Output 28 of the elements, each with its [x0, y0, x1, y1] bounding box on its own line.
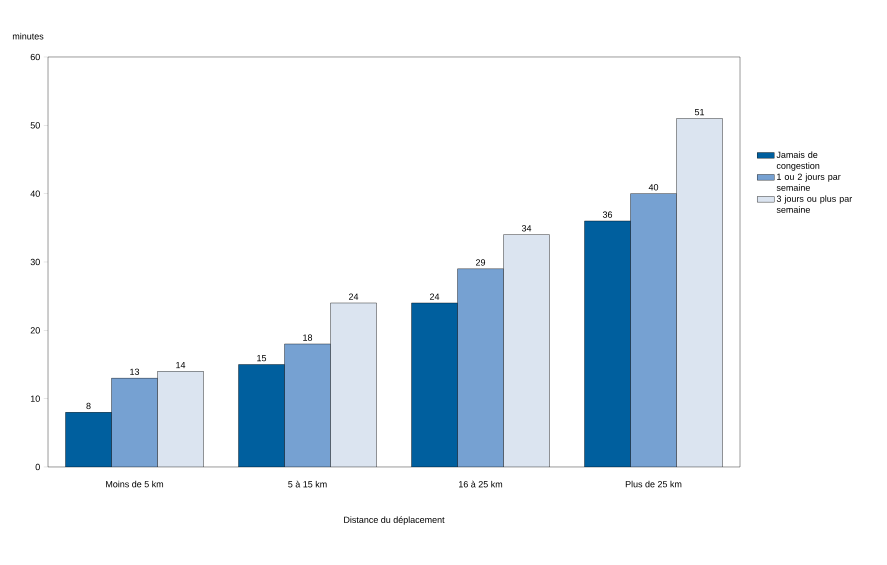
data-label: 36 [602, 211, 612, 218]
x-tick-label: Plus de 25 km [626, 480, 682, 488]
y-axis-title: minutes [12, 32, 44, 40]
x-tick-label: 5 à 15 km [288, 480, 327, 488]
y-tick-label: 30 [30, 258, 40, 266]
data-label: 15 [257, 355, 266, 362]
y-tick-label: 60 [30, 54, 40, 60]
legend-label: 1 ou 2 jours par semaine [776, 173, 841, 191]
y-tick-label: 20 [30, 327, 40, 334]
legend-label: 3 jours ou plus par semaine [776, 195, 852, 213]
x-tick-label: Moins de 5 km [106, 480, 164, 488]
y-tick-label: 50 [30, 122, 40, 129]
data-label: 13 [130, 368, 140, 375]
data-label: 29 [476, 259, 486, 266]
y-tick-label: 10 [30, 395, 40, 402]
data-label: 18 [303, 334, 312, 341]
data-label: 14 [176, 362, 186, 368]
y-tick-label: 40 [30, 190, 40, 197]
data-label: 24 [348, 294, 358, 300]
y-tick-label: 0 [36, 464, 40, 470]
data-label: 34 [522, 225, 532, 232]
data-label: 51 [694, 109, 704, 116]
data-label: 24 [430, 294, 440, 300]
data-label: 8 [86, 402, 91, 410]
x-axis-title: Distance du déplacement [344, 516, 445, 525]
data-label: 40 [648, 184, 658, 190]
x-tick-label: 16 à 25 km [459, 480, 502, 488]
legend-label: Jamais de congestion [776, 151, 820, 171]
